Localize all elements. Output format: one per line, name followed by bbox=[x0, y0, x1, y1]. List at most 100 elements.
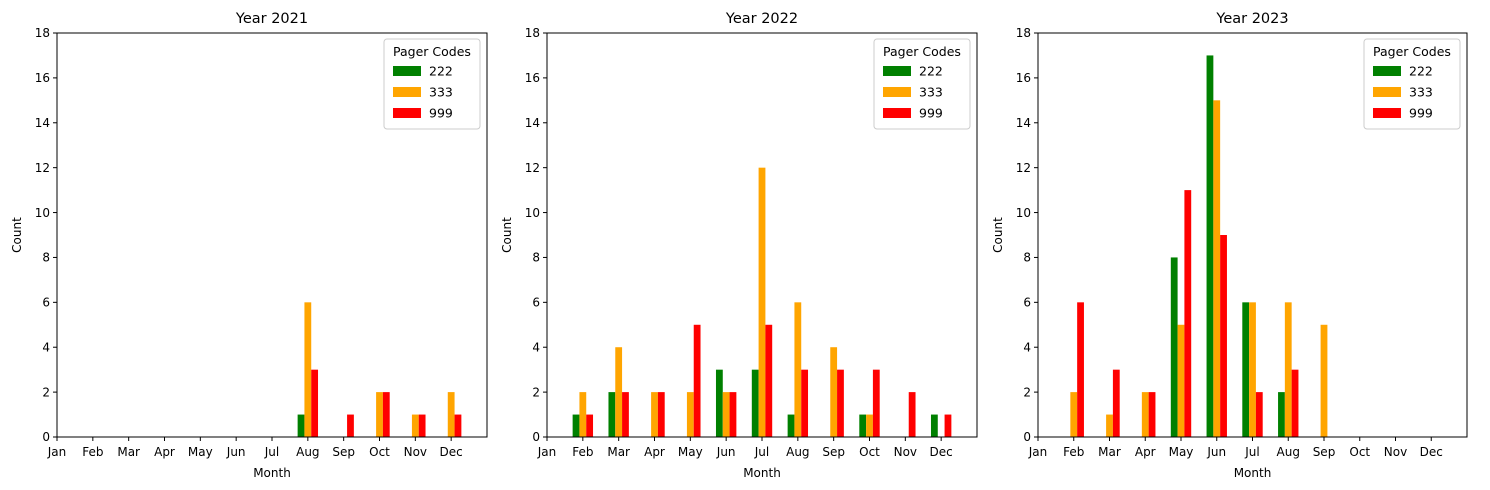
bar-999-May bbox=[693, 324, 701, 437]
x-tick-label: Oct bbox=[369, 445, 390, 459]
bar-333-Oct bbox=[866, 414, 873, 437]
y-tick-label: 8 bbox=[42, 251, 50, 265]
legend: Pager Codes 222 333 999 bbox=[873, 38, 971, 130]
bar-999-Jun bbox=[1220, 235, 1227, 437]
bar-999-Apr bbox=[657, 392, 665, 437]
legend-label-999: 999 bbox=[1409, 106, 1433, 121]
bar-999-Jun bbox=[729, 392, 737, 437]
x-tick-label: Oct bbox=[859, 445, 880, 459]
bar-333-Jun bbox=[1213, 100, 1221, 437]
bar-999-Jul bbox=[1255, 392, 1263, 437]
legend-box bbox=[873, 38, 971, 130]
bar-999-Aug bbox=[801, 369, 809, 437]
x-tick-label: Dec bbox=[1420, 445, 1443, 459]
x-tick-label: May bbox=[678, 445, 703, 459]
bar-999-Feb bbox=[586, 414, 594, 437]
x-tick-label: Sep bbox=[822, 445, 845, 459]
legend-swatch-999 bbox=[1373, 108, 1401, 118]
bar-333-Aug bbox=[794, 302, 802, 437]
chart-title: Year 2023 bbox=[1215, 11, 1288, 27]
legend-label-222: 222 bbox=[429, 64, 453, 79]
legend-label-333: 333 bbox=[1409, 85, 1433, 100]
bar-333-May bbox=[1177, 324, 1185, 437]
y-axis-label: Count bbox=[10, 217, 24, 253]
x-tick-label: Dec bbox=[930, 445, 953, 459]
legend-swatch-222 bbox=[1373, 66, 1401, 76]
y-tick-label: 2 bbox=[42, 385, 50, 399]
y-tick-label: 14 bbox=[35, 116, 50, 130]
x-tick-label: May bbox=[188, 445, 213, 459]
legend-swatch-333 bbox=[393, 87, 421, 97]
bar-222-Aug bbox=[1278, 392, 1285, 437]
x-tick-label: Jul bbox=[1244, 445, 1259, 459]
bar-333-Mar bbox=[1106, 414, 1113, 437]
y-tick-label: 2 bbox=[532, 385, 540, 399]
x-tick-label: Apr bbox=[1135, 445, 1156, 459]
legend-box bbox=[383, 38, 481, 130]
x-tick-label: Nov bbox=[404, 445, 427, 459]
bar-222-Jul bbox=[751, 369, 759, 437]
bar-333-Sep bbox=[830, 347, 838, 437]
x-tick-label: Aug bbox=[1277, 445, 1300, 459]
legend-label-222: 222 bbox=[919, 64, 943, 79]
legend-swatch-999 bbox=[883, 108, 911, 118]
bar-333-Jul bbox=[758, 167, 766, 438]
bar-333-May bbox=[686, 392, 694, 437]
legend-label-999: 999 bbox=[919, 106, 943, 121]
y-tick-label: 4 bbox=[532, 340, 540, 354]
legend-title: Pager Codes bbox=[1373, 44, 1451, 59]
y-tick-label: 6 bbox=[1023, 296, 1031, 310]
bar-222-Mar bbox=[608, 392, 616, 437]
x-tick-label: Apr bbox=[154, 445, 175, 459]
y-tick-label: 12 bbox=[1016, 161, 1031, 175]
bar-999-Dec bbox=[944, 414, 952, 437]
bar-999-Mar bbox=[622, 392, 629, 437]
bar-333-Sep bbox=[1320, 324, 1328, 437]
y-tick-label: 0 bbox=[42, 430, 50, 444]
legend-swatch-999 bbox=[393, 108, 421, 118]
y-tick-label: 10 bbox=[1016, 206, 1031, 220]
x-tick-label: Aug bbox=[786, 445, 809, 459]
bar-333-Jul bbox=[1249, 302, 1256, 437]
bar-222-Aug bbox=[297, 414, 305, 437]
y-tick-label: 6 bbox=[532, 296, 540, 310]
legend-swatch-333 bbox=[883, 87, 911, 97]
y-tick-label: 0 bbox=[532, 430, 540, 444]
y-tick-label: 16 bbox=[1016, 71, 1031, 85]
y-tick-label: 8 bbox=[532, 251, 540, 265]
x-tick-label: Apr bbox=[644, 445, 665, 459]
chart-panel-1: Year 2021 0 2 4 6 8 10 12 14 16 18 Jan Feb Mar Apr May J… bbox=[10, 11, 488, 480]
bar-333-Aug bbox=[1284, 302, 1292, 437]
y-tick-label: 4 bbox=[42, 340, 50, 354]
x-tick-label: May bbox=[1169, 445, 1194, 459]
bar-222-Jun bbox=[715, 369, 723, 437]
x-tick-label: Mar bbox=[1098, 445, 1121, 459]
x-tick-label: Feb bbox=[572, 445, 593, 459]
bar-333-Dec bbox=[447, 392, 455, 437]
x-tick-label: Oct bbox=[1349, 445, 1370, 459]
x-tick-label: Aug bbox=[296, 445, 319, 459]
y-tick-label: 18 bbox=[525, 26, 540, 40]
bar-999-Jul bbox=[765, 324, 773, 437]
bar-222-Dec bbox=[930, 414, 938, 437]
legend: Pager Codes 222 333 999 bbox=[383, 38, 481, 130]
x-tick-label: Mar bbox=[117, 445, 140, 459]
bar-999-Nov bbox=[908, 392, 916, 437]
y-tick-label: 10 bbox=[35, 206, 50, 220]
y-axis-label: Count bbox=[500, 217, 514, 253]
x-tick-label: Jun bbox=[1206, 445, 1226, 459]
bar-222-Aug bbox=[787, 414, 795, 437]
x-tick-label: Feb bbox=[82, 445, 103, 459]
y-tick-label: 16 bbox=[35, 71, 50, 85]
bar-333-Feb bbox=[579, 392, 587, 437]
bar-333-Oct bbox=[376, 392, 383, 437]
y-tick-label: 10 bbox=[525, 206, 540, 220]
bar-999-Sep bbox=[837, 369, 844, 437]
bar-999-May bbox=[1184, 190, 1192, 437]
x-tick-label: Jul bbox=[754, 445, 769, 459]
bar-999-Dec bbox=[454, 414, 462, 437]
chart-title: Year 2022 bbox=[725, 11, 798, 27]
x-tick-label: Sep bbox=[332, 445, 355, 459]
x-tick-label: Jul bbox=[264, 445, 279, 459]
